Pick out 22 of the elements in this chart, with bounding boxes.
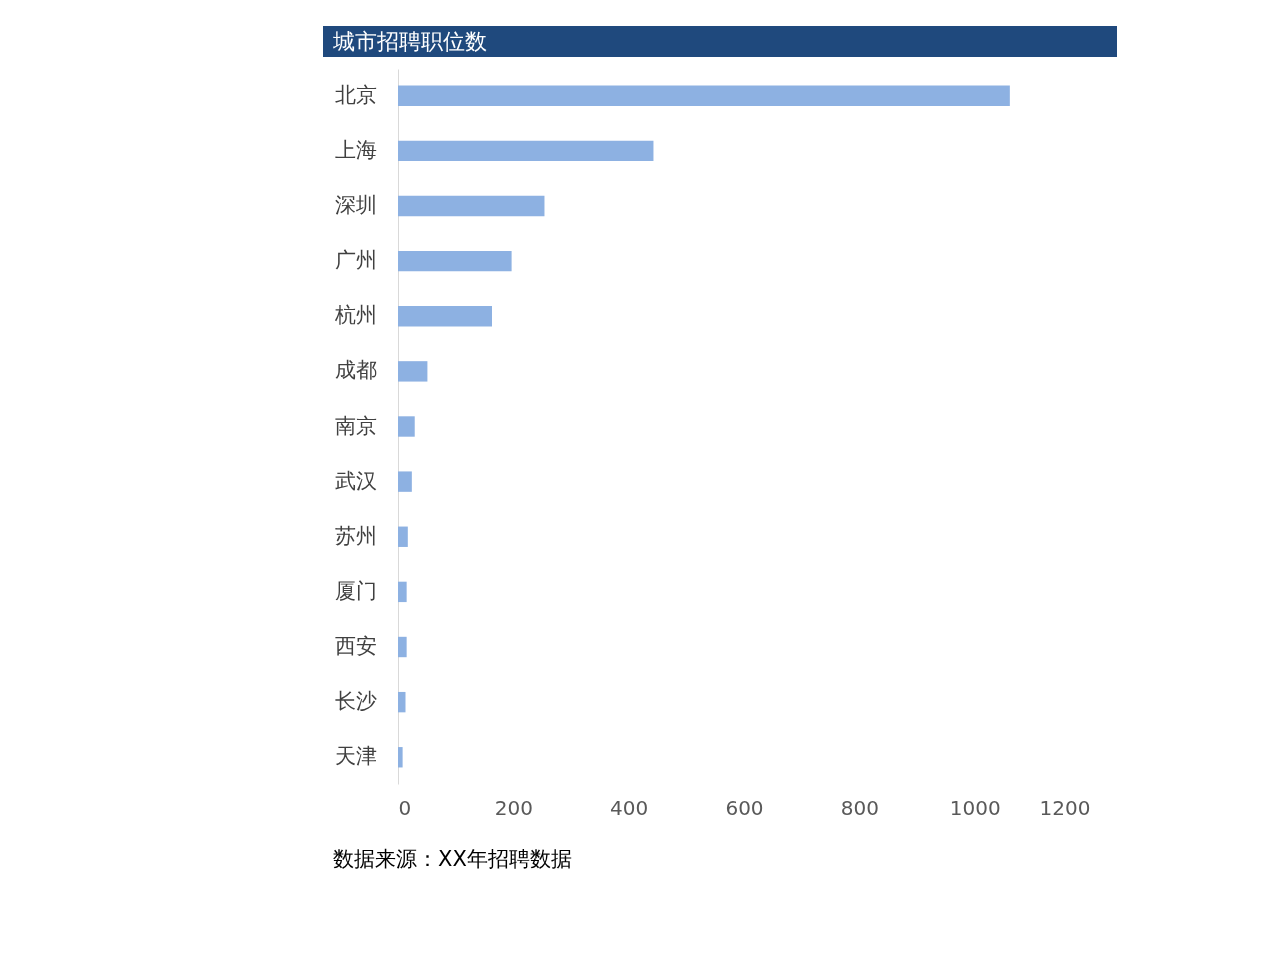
x-tick-label: 200 <box>494 795 533 820</box>
x-tick-label: 1000 <box>949 795 1001 820</box>
chart-title: 城市招聘职位数 <box>332 29 487 54</box>
y-tick-label: 成都 <box>334 358 377 383</box>
y-tick-label: 北京 <box>334 82 377 107</box>
y-tick-label: 上海 <box>334 137 377 162</box>
y-tick-label: 广州 <box>334 248 377 273</box>
x-tick-label: 600 <box>725 795 764 820</box>
y-tick-label: 厦门 <box>334 578 377 603</box>
y-tick-label: 苏州 <box>334 523 377 548</box>
y-tick-label: 天津 <box>334 744 377 769</box>
x-tick-label: 400 <box>610 795 649 820</box>
y-tick-label: 杭州 <box>333 303 377 328</box>
y-tick-label: 深圳 <box>334 192 377 217</box>
y-tick-label: 长沙 <box>334 689 377 714</box>
y-tick-label: 武汉 <box>334 468 377 493</box>
y-tick-label: 南京 <box>334 413 377 438</box>
x-tick-label: 0 <box>398 795 412 820</box>
x-tick-label: 800 <box>840 795 879 820</box>
x-tick-label: 1200 <box>1039 795 1091 820</box>
source-note: 数据来源：XX年招聘数据 <box>333 847 572 871</box>
y-tick-label: 西安 <box>334 634 377 659</box>
